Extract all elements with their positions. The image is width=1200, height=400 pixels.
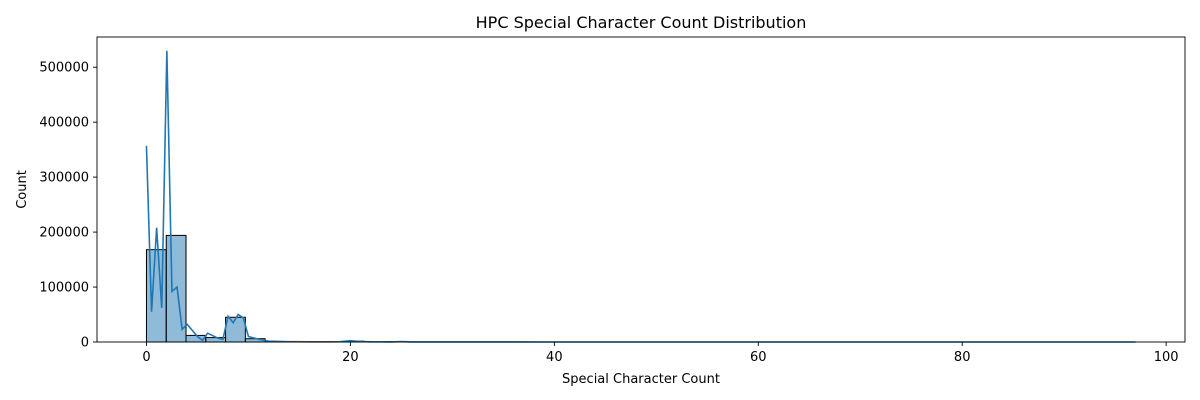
x-tick-label: 80	[954, 350, 971, 365]
x-tick-label: 60	[750, 350, 767, 365]
y-tick-label: 300000	[39, 171, 89, 186]
x-tick-label: 0	[142, 350, 150, 365]
y-tick-label: 100000	[39, 281, 89, 296]
chart-title: HPC Special Character Count Distribution	[476, 13, 807, 32]
y-tick-label: 400000	[39, 116, 89, 131]
y-tick-label: 0	[81, 336, 89, 351]
x-tick-label: 100	[1154, 350, 1179, 365]
y-axis-ticks: 0 100000 200000 300000 400000 500000	[39, 61, 97, 351]
y-tick-label: 500000	[39, 61, 89, 76]
kde-density-line	[145, 50, 1136, 343]
histogram-bar	[225, 316, 246, 343]
y-axis-label: Count	[15, 170, 30, 209]
x-axis-label: Special Character Count	[562, 372, 720, 387]
x-tick-label: 40	[546, 350, 563, 365]
x-tick-label: 20	[342, 350, 359, 365]
plot-area-frame	[96, 36, 1186, 343]
y-tick-label: 200000	[39, 226, 89, 241]
x-axis-ticks: 0 20 40 60 80 100	[142, 342, 1179, 365]
